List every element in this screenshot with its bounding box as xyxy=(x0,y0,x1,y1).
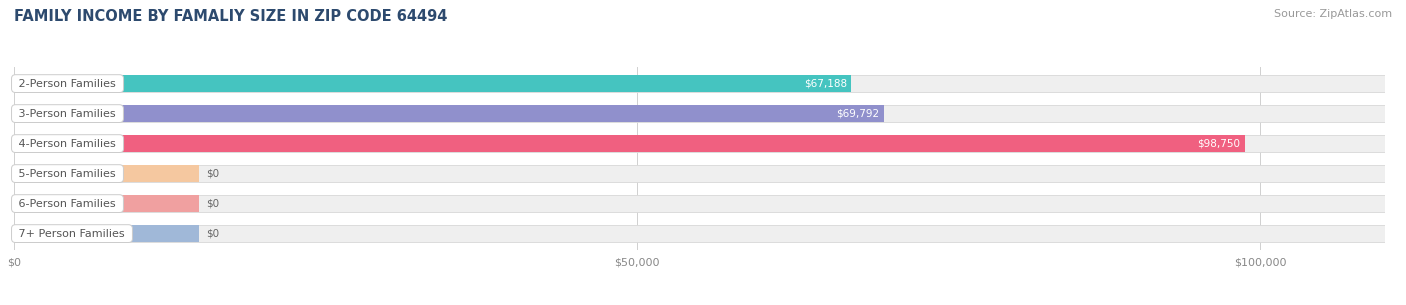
Text: $69,792: $69,792 xyxy=(837,109,880,119)
Bar xyxy=(14,105,1385,122)
Text: $0: $0 xyxy=(207,199,219,209)
Bar xyxy=(14,135,1385,152)
Text: $67,188: $67,188 xyxy=(804,79,848,88)
Text: 2-Person Families: 2-Person Families xyxy=(15,79,120,88)
Text: FAMILY INCOME BY FAMALIY SIZE IN ZIP CODE 64494: FAMILY INCOME BY FAMALIY SIZE IN ZIP COD… xyxy=(14,9,447,24)
Bar xyxy=(14,195,1385,212)
Text: 7+ Person Families: 7+ Person Families xyxy=(15,229,128,239)
Text: 3-Person Families: 3-Person Families xyxy=(15,109,120,119)
Text: 4-Person Families: 4-Person Families xyxy=(15,138,120,149)
Bar xyxy=(14,195,200,212)
Bar xyxy=(14,165,1385,182)
Bar xyxy=(14,225,200,242)
Text: 6-Person Families: 6-Person Families xyxy=(15,199,120,209)
Text: $98,750: $98,750 xyxy=(1198,138,1240,149)
Text: Source: ZipAtlas.com: Source: ZipAtlas.com xyxy=(1274,9,1392,19)
Bar xyxy=(14,135,1244,152)
Bar xyxy=(14,75,1385,92)
Bar xyxy=(14,225,1385,242)
Text: 5-Person Families: 5-Person Families xyxy=(15,169,120,179)
Bar xyxy=(14,75,852,92)
Text: $0: $0 xyxy=(207,169,219,179)
Bar xyxy=(14,105,884,122)
Bar xyxy=(14,165,200,182)
Text: $0: $0 xyxy=(207,229,219,239)
